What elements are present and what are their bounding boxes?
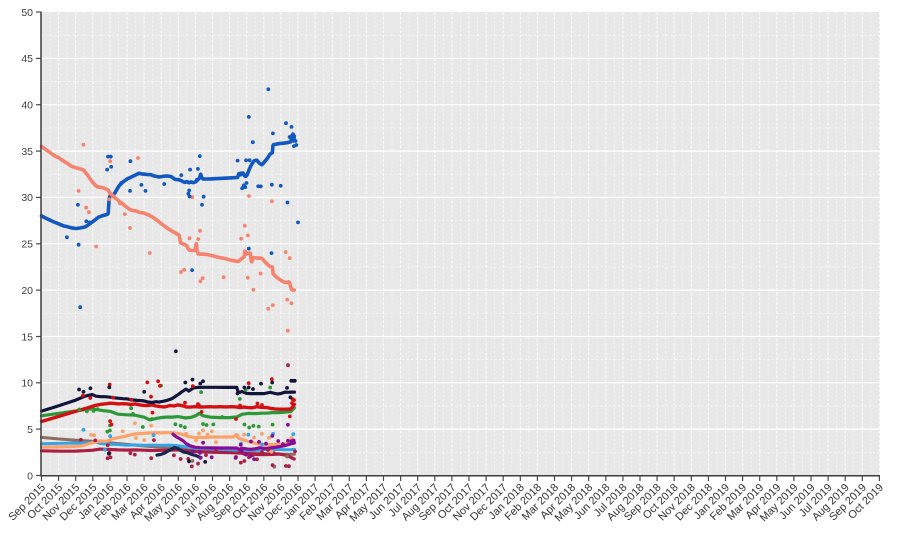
svg-text:25: 25 [21, 239, 33, 251]
svg-text:35: 35 [21, 146, 33, 158]
svg-text:30: 30 [21, 192, 33, 204]
svg-text:10: 10 [21, 378, 33, 390]
svg-text:50: 50 [21, 7, 33, 19]
svg-text:20: 20 [21, 285, 33, 297]
svg-text:45: 45 [21, 53, 33, 65]
svg-text:15: 15 [21, 331, 33, 343]
svg-text:5: 5 [27, 424, 33, 436]
svg-text:0: 0 [27, 470, 33, 482]
svg-text:40: 40 [21, 100, 33, 112]
